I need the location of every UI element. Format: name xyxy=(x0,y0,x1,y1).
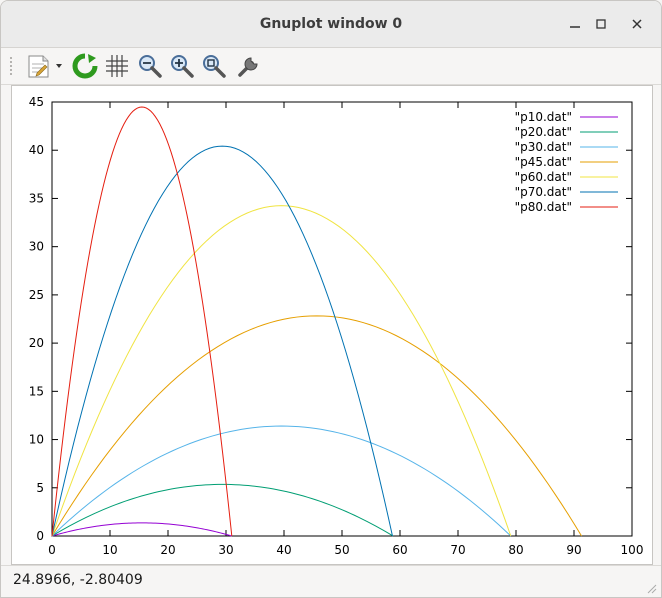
x-tick-label: 10 xyxy=(102,543,117,557)
title-bar[interactable]: Gnuplot window 0 xyxy=(1,1,661,48)
zoom-out-icon xyxy=(139,55,162,78)
maximize-button[interactable] xyxy=(589,12,613,36)
x-tick-label: 40 xyxy=(276,543,291,557)
zoom-in-icon xyxy=(171,55,194,78)
x-tick-label: 70 xyxy=(450,543,465,557)
x-tick-label: 20 xyxy=(160,543,175,557)
series-line-p30dat xyxy=(51,425,512,537)
legend-label: "p60.dat" xyxy=(515,170,572,184)
zoom-out-button[interactable] xyxy=(136,52,164,80)
window-title: Gnuplot window 0 xyxy=(259,16,403,32)
legend-label: "p45.dat" xyxy=(515,155,572,169)
resize-grip-icon[interactable] xyxy=(645,582,657,594)
toolbar-grip[interactable] xyxy=(9,56,13,76)
series-line-p80dat xyxy=(51,106,233,537)
settings-button[interactable] xyxy=(235,52,263,80)
grid-icon xyxy=(106,55,128,77)
y-tick-label: 35 xyxy=(29,191,44,205)
y-tick-label: 5 xyxy=(36,481,44,495)
replot-icon xyxy=(72,53,98,79)
x-tick-label: 50 xyxy=(334,543,349,557)
minimize-button[interactable] xyxy=(563,12,587,36)
y-tick-label: 45 xyxy=(29,95,44,109)
y-tick-label: 10 xyxy=(29,433,44,447)
y-tick-label: 30 xyxy=(29,240,44,254)
series-line-p60dat xyxy=(51,205,512,537)
y-tick-label: 20 xyxy=(29,336,44,350)
legend-label: "p70.dat" xyxy=(515,185,572,199)
grid-button[interactable] xyxy=(103,52,131,80)
replot-button[interactable] xyxy=(71,52,99,80)
status-bar: 24.8966, -2.80409 xyxy=(1,565,661,597)
autoscale-icon xyxy=(203,55,226,78)
x-tick-label: 80 xyxy=(508,543,523,557)
chart-canvas[interactable]: 0 10 20 30 40 50 60 70 80 90 100 0 5 10 15 20 25 30 35 40 45… xyxy=(12,86,652,564)
y-tick-label: 25 xyxy=(29,288,44,302)
minimize-icon xyxy=(570,26,580,28)
x-tick-label: 90 xyxy=(566,543,581,557)
legend-label: "p10.dat" xyxy=(515,110,572,124)
legend-label: "p80.dat" xyxy=(515,200,572,214)
plot-area[interactable]: 0 10 20 30 40 50 60 70 80 90 100 0 5 10 15 20 25 30 35 40 45… xyxy=(11,85,653,565)
mouse-coordinates: 24.8966, -2.80409 xyxy=(13,572,143,588)
zoom-in-button[interactable] xyxy=(168,52,196,80)
close-icon xyxy=(632,19,642,29)
autoscale-button[interactable] xyxy=(200,52,228,80)
y-tick-label: 15 xyxy=(29,384,44,398)
export-icon xyxy=(28,55,62,78)
series-line-p20dat xyxy=(51,483,394,537)
y-tick-label: 40 xyxy=(29,143,44,157)
settings-icon xyxy=(238,57,258,77)
series-line-p45dat xyxy=(51,315,582,537)
x-tick-label: 0 xyxy=(48,543,56,557)
legend-label: "p30.dat" xyxy=(515,140,572,154)
toolbar xyxy=(1,48,661,85)
close-button[interactable] xyxy=(625,12,649,36)
x-tick-label: 100 xyxy=(621,543,644,557)
x-tick-label: 60 xyxy=(392,543,407,557)
series-line-p10dat xyxy=(51,522,232,537)
y-tick-label: 0 xyxy=(36,529,44,543)
series-line-p70dat xyxy=(51,145,393,537)
maximize-icon xyxy=(596,19,606,29)
export-button[interactable] xyxy=(23,52,67,80)
x-tick-label: 30 xyxy=(218,543,233,557)
legend-label: "p20.dat" xyxy=(515,125,572,139)
